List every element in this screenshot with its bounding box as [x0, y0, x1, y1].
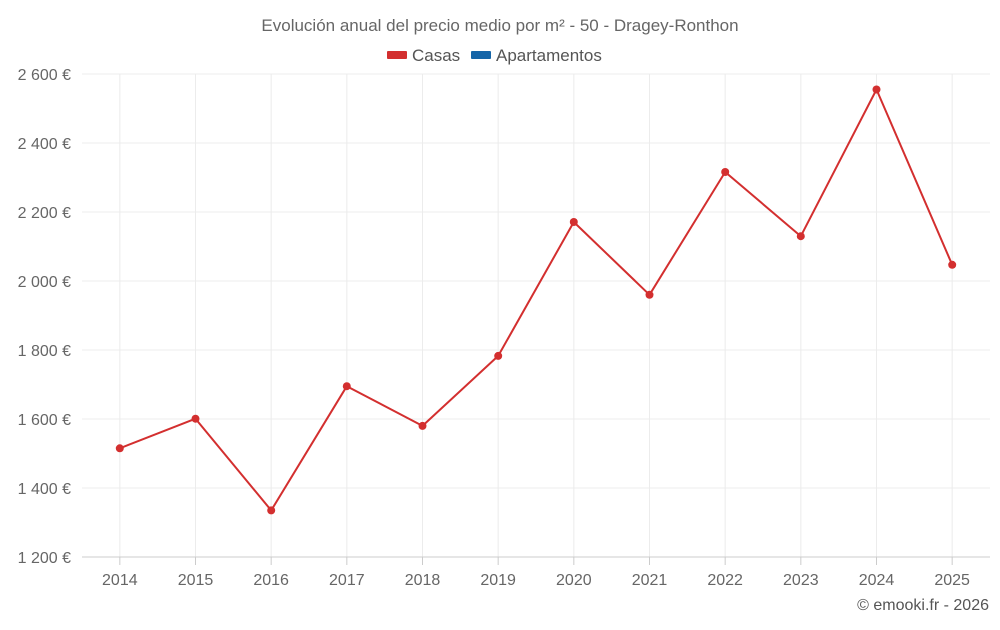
x-tick-label: 2016	[253, 572, 289, 589]
chart-title: Evolución anual del precio medio por m² …	[261, 16, 738, 35]
legend: Casas Apartamentos	[387, 46, 602, 65]
x-tick-label: 2018	[405, 572, 441, 589]
x-tick-label: 2023	[783, 572, 819, 589]
y-tick-label: 1 600 €	[18, 412, 71, 429]
legend-item-apartamentos[interactable]: Apartamentos	[471, 46, 602, 65]
y-tick-label: 1 200 €	[18, 550, 71, 567]
x-tick-label: 2024	[859, 572, 895, 589]
data-point-2017[interactable]	[342, 382, 351, 391]
x-tick-label: 2025	[934, 572, 970, 589]
x-tick-label: 2017	[329, 572, 365, 589]
y-axis-ticks: 1 200 € 1 400 € 1 600 € 1 800 € 2 000 € 2 200…	[18, 67, 71, 567]
legend-label-casas: Casas	[412, 46, 460, 65]
y-tick-label: 1 400 €	[18, 481, 71, 498]
legend-item-casas[interactable]: Casas	[387, 46, 460, 65]
data-point-2023[interactable]	[796, 232, 805, 241]
y-tick-label: 2 600 €	[18, 67, 71, 84]
data-point-2019[interactable]	[494, 351, 503, 360]
data-point-2025[interactable]	[948, 260, 957, 269]
axes	[82, 556, 990, 565]
series-line-casas	[119, 88, 954, 512]
x-tick-label: 2020	[556, 572, 592, 589]
legend-swatch-apartamentos	[471, 51, 491, 59]
x-tick-label: 2022	[707, 572, 743, 589]
x-axis-ticks: 2014 2015 2016 2017 2018 2019 2020 2021 2022 2023…	[102, 572, 970, 589]
series	[115, 85, 957, 515]
data-point-2018[interactable]	[418, 421, 427, 430]
y-tick-label: 2 200 €	[18, 205, 71, 222]
credit-text: © emooki.fr - 2026	[857, 597, 989, 614]
x-tick-label: 2014	[102, 572, 138, 589]
data-point-2015[interactable]	[191, 414, 200, 423]
x-tick-label: 2015	[178, 572, 214, 589]
series-casas	[115, 85, 957, 515]
data-point-2022[interactable]	[721, 168, 730, 176]
x-tick-label: 2021	[632, 572, 668, 589]
data-point-2014[interactable]	[115, 444, 124, 453]
x-tick-label: 2019	[480, 572, 516, 589]
grid	[82, 73, 990, 557]
y-tick-label: 2 400 €	[18, 136, 71, 153]
data-point-2024[interactable]	[872, 85, 881, 94]
data-point-2021[interactable]	[645, 290, 654, 299]
y-tick-label: 2 000 €	[18, 274, 71, 291]
data-point-2016[interactable]	[267, 506, 276, 515]
legend-label-apartamentos: Apartamentos	[496, 46, 602, 65]
legend-swatch-casas	[387, 51, 407, 59]
y-tick-label: 1 800 €	[18, 343, 71, 360]
data-point-2020[interactable]	[569, 218, 578, 226]
